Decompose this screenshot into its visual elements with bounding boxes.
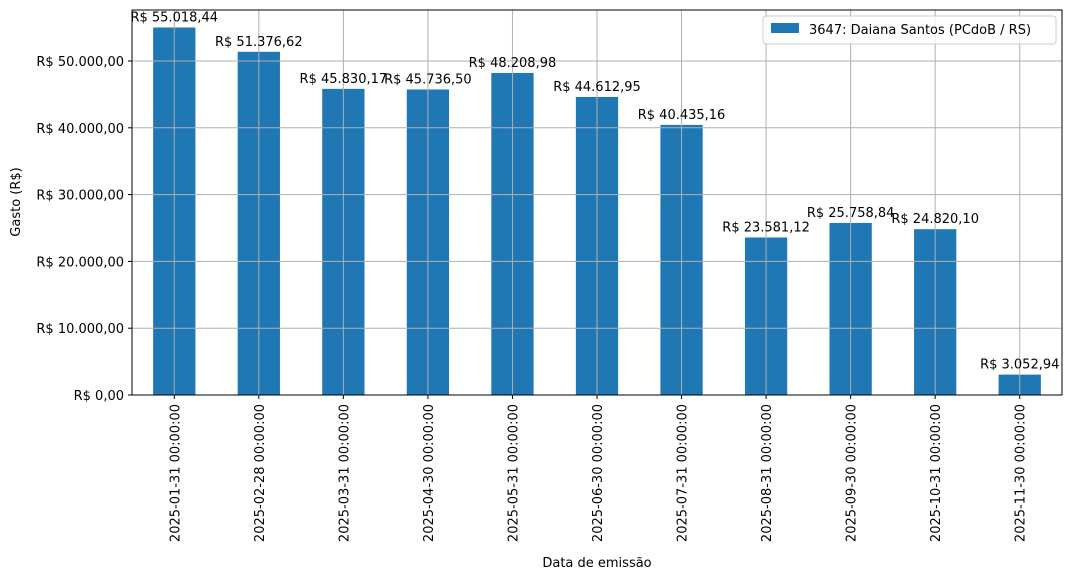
bar-value-label: R$ 23.581,12: [722, 220, 810, 235]
bar-value-label: R$ 51.376,62: [215, 35, 303, 50]
bar-value-label: R$ 45.830,17: [300, 72, 388, 87]
y-tick-label: R$ 30.000,00: [36, 189, 124, 204]
bar-value-label: R$ 40.435,16: [638, 108, 726, 123]
x-axis: 2025-01-31 00:00:00 2025-02-28 00:00:00 20…: [168, 395, 1029, 542]
y-axis: R$ 0,00 R$ 10.000,00 R$ 20.000,00 R$ 30.000…: [36, 55, 132, 404]
y-tick-label: R$ 0,00: [74, 389, 124, 404]
bar-value-label: R$ 3.052,94: [980, 358, 1059, 373]
x-tick-label: 2025-07-31 00:00:00: [676, 404, 691, 542]
y-axis-label: Gasto (R$): [9, 167, 24, 236]
x-tick-label: 2025-02-28 00:00:00: [253, 404, 268, 542]
x-tick-label: 2025-09-30 00:00:00: [845, 404, 860, 542]
x-tick-label: 2025-05-31 00:00:00: [506, 404, 521, 542]
x-tick-label: 2025-04-30 00:00:00: [422, 404, 437, 542]
bar-value-label: R$ 25.758,84: [807, 206, 895, 221]
y-tick-label: R$ 10.000,00: [36, 322, 124, 337]
x-tick-label: 2025-08-31 00:00:00: [760, 404, 775, 542]
bar-value-labels: R$ 55.018,44R$ 51.376,62R$ 45.830,17R$ 4…: [130, 10, 1059, 372]
grid-lines-over: [132, 10, 1062, 395]
bar-value-label: R$ 44.612,95: [553, 80, 641, 95]
x-tick-label: 2025-11-30 00:00:00: [1014, 404, 1029, 542]
legend-swatch: [771, 23, 799, 33]
bar-value-label: R$ 55.018,44: [130, 10, 218, 25]
y-tick-label: R$ 50.000,00: [36, 55, 124, 70]
bar-value-label: R$ 48.208,98: [469, 56, 557, 71]
bar-value-label: R$ 24.820,10: [891, 212, 979, 227]
legend: 3647: Daiana Santos (PCdoB / RS): [762, 15, 1057, 45]
bar-value-label: R$ 45.736,50: [384, 72, 472, 87]
x-tick-label: 2025-06-30 00:00:00: [591, 404, 606, 542]
x-tick-label: 2025-10-31 00:00:00: [929, 404, 944, 542]
y-tick-label: R$ 40.000,00: [36, 122, 124, 137]
legend-label: 3647: Daiana Santos (PCdoB / RS): [809, 23, 1031, 38]
y-tick-label: R$ 20.000,00: [36, 255, 124, 270]
x-axis-label: Data de emissão: [542, 556, 651, 571]
x-tick-label: 2025-03-31 00:00:00: [337, 404, 352, 542]
x-tick-label: 2025-01-31 00:00:00: [168, 404, 183, 542]
legend-frame: [762, 15, 1057, 45]
